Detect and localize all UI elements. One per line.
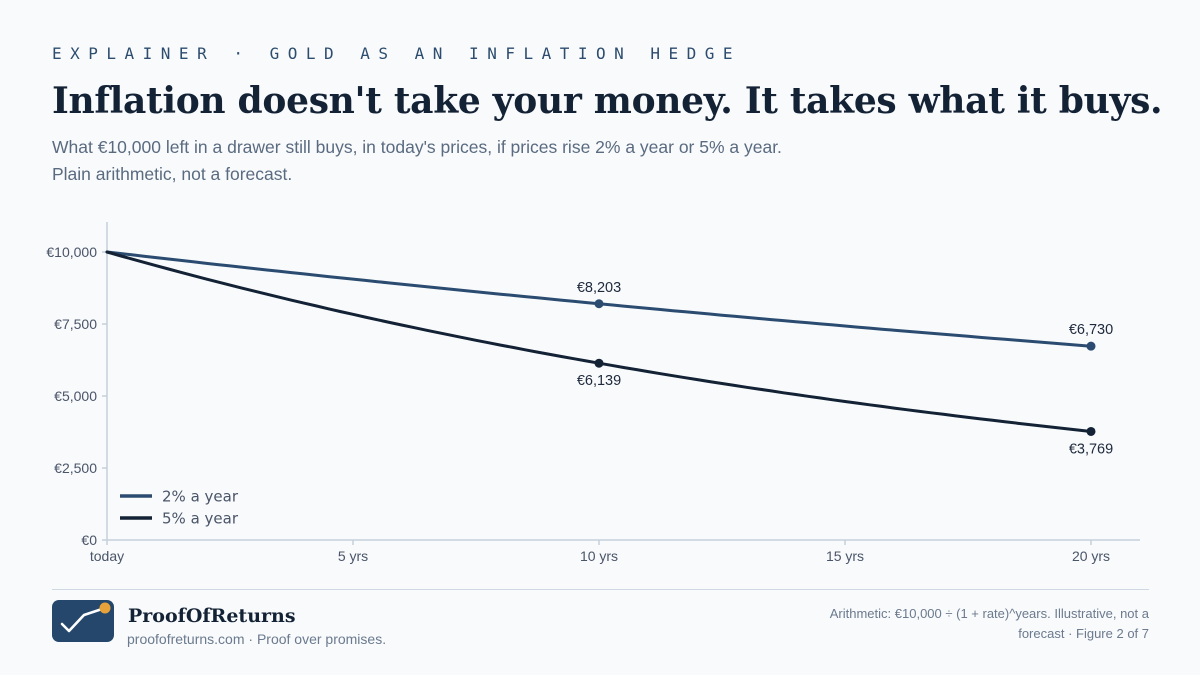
footnote-line-2: forecast · Figure 2 of 7 xyxy=(1018,626,1149,641)
y-tick-label: €2,500 xyxy=(54,460,97,476)
x-tick-label: 20 yrs xyxy=(1072,548,1110,564)
series-line-1 xyxy=(105,250,1093,348)
footer-divider xyxy=(52,589,1149,590)
legend-label: 2% a year xyxy=(162,488,239,506)
y-tick-label: €0 xyxy=(81,532,97,548)
data-label: €3,769 xyxy=(1069,441,1113,457)
data-label: €6,730 xyxy=(1069,322,1113,338)
y-tick-label: €5,000 xyxy=(54,388,97,404)
checkmark-icon xyxy=(60,602,111,633)
brand-logo xyxy=(52,600,114,642)
y-tick-label: €10,000 xyxy=(46,244,97,260)
subtitle: What €10,000 left in a drawer still buys… xyxy=(52,134,952,188)
legend-label: 5% a year xyxy=(162,510,239,528)
brand-name: ProofOfReturns xyxy=(128,605,296,627)
data-point xyxy=(1086,341,1096,351)
data-label: €6,139 xyxy=(577,373,621,389)
footnote-line-1: Arithmetic: €10,000 ÷ (1 + rate)^years. … xyxy=(829,606,1149,621)
x-tick-label: 15 yrs xyxy=(826,548,864,564)
footnote: Arithmetic: €10,000 ÷ (1 + rate)^years. … xyxy=(799,604,1149,644)
y-tick-label: €7,500 xyxy=(54,316,97,332)
data-point xyxy=(594,299,604,309)
x-tick-label: 5 yrs xyxy=(338,548,368,564)
subtitle-line-2: Plain arithmetic, not a forecast. xyxy=(52,164,293,184)
page-title: Inflation doesn't take your money. It ta… xyxy=(52,80,1163,122)
brand-tagline: proofofreturns.com · Proof over promises… xyxy=(127,631,387,647)
data-point xyxy=(594,358,604,368)
subtitle-line-1: What €10,000 left in a drawer still buys… xyxy=(52,137,782,157)
data-point xyxy=(1086,426,1096,436)
data-label: €8,203 xyxy=(577,280,621,296)
x-tick-label: today xyxy=(90,548,124,564)
kicker: EXPLAINER · GOLD AS AN INFLATION HEDGE xyxy=(52,44,742,63)
x-tick-label: 10 yrs xyxy=(580,548,618,564)
